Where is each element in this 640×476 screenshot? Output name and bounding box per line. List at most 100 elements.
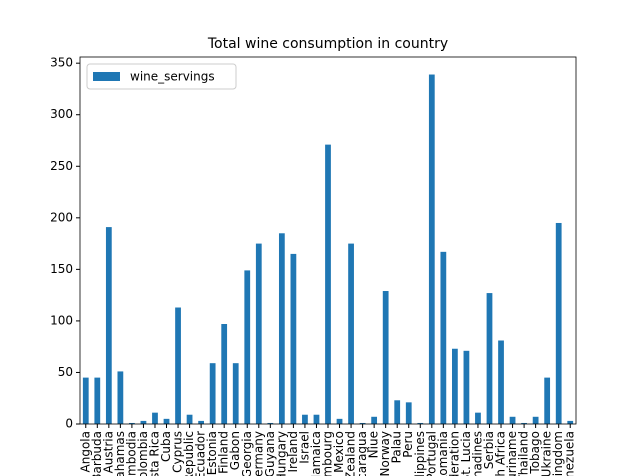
plot-frame	[79, 56, 577, 425]
bar	[152, 412, 158, 424]
x-tick-label: Portugal	[424, 431, 438, 476]
y-tick-label: 350	[50, 56, 73, 70]
bar	[278, 233, 285, 424]
bar	[486, 293, 493, 424]
bar	[405, 402, 412, 424]
x-tick-label: Ecuador	[194, 431, 208, 476]
x-tick-label: Colombia	[136, 431, 150, 476]
bar	[417, 422, 424, 424]
bar	[105, 227, 112, 424]
bar	[509, 416, 516, 424]
x-tick-label: Ukraine	[540, 431, 554, 476]
x-tick-label: Gabon	[228, 431, 242, 470]
x-tick-label: South Africa	[494, 431, 508, 476]
y-tick-label: 300	[50, 107, 73, 121]
x-tick-label: Palau	[390, 431, 404, 463]
bar	[255, 243, 262, 424]
x-tick-label: United Kingdom	[551, 431, 565, 476]
bar	[348, 243, 354, 424]
x-tick-label: Hungary	[274, 431, 288, 476]
x-tick-label: Peru	[401, 431, 415, 458]
bar	[498, 340, 504, 424]
x-tick-label: Luxembourg	[321, 431, 335, 476]
bar	[428, 74, 435, 425]
bar	[175, 307, 181, 424]
bar	[475, 412, 481, 424]
bar	[452, 348, 458, 424]
x-tick-label: Germany	[251, 431, 265, 476]
x-tick-label: Nicaragua	[355, 431, 369, 476]
x-tick-label: Philippines	[413, 431, 427, 476]
x-tick-label: Finland	[217, 431, 231, 474]
bar	[336, 418, 343, 424]
x-tick-label: Jamaica	[309, 431, 323, 476]
bar	[302, 414, 308, 424]
x-tick-label: Cambodia	[124, 431, 138, 476]
x-tick-label: Cuba	[159, 431, 173, 462]
x-tick-label: Thailand	[517, 431, 531, 476]
bar	[117, 371, 124, 424]
legend-box	[86, 63, 237, 90]
x-tick-label: St. Vincent & the Grenadines	[470, 431, 484, 476]
x-tick-label: Mexico	[332, 431, 346, 473]
x-tick-label: Niue	[367, 431, 381, 458]
x-tick-label: St. Lucia	[459, 431, 473, 476]
bar	[313, 414, 320, 424]
x-tick-label: Israel	[297, 431, 311, 464]
bar	[129, 422, 135, 424]
x-tick-label: Russian Federation	[447, 431, 461, 476]
y-tick-label: 200	[50, 210, 73, 224]
bar	[198, 420, 204, 424]
bar	[82, 377, 89, 424]
x-tick-label: Guyana	[263, 431, 277, 476]
x-tick-label: Angola	[78, 431, 92, 472]
x-tick-label: Cyprus	[171, 431, 185, 473]
bar	[290, 253, 297, 424]
x-tick-label: Dominican Republic	[182, 431, 196, 476]
x-tick-label: Ireland	[286, 431, 300, 473]
x-tick-label: Bahamas	[113, 431, 127, 476]
y-tick-label: 50	[58, 365, 73, 379]
bar	[359, 422, 366, 424]
bar	[463, 350, 470, 424]
bar	[532, 416, 539, 424]
bar	[140, 420, 147, 424]
x-tick-label: Austria	[101, 431, 115, 473]
bar	[521, 422, 527, 424]
y-tick-label: 150	[50, 262, 73, 276]
x-tick-label: Venezuela	[563, 431, 577, 476]
bar	[371, 416, 378, 424]
bar	[394, 400, 401, 424]
bar	[440, 251, 447, 424]
legend-swatch	[93, 72, 120, 81]
bar	[94, 377, 101, 424]
legend-label: wine_servings	[130, 70, 215, 84]
x-tick-label: Romania	[436, 431, 450, 476]
y-tick-label: 0	[65, 417, 73, 431]
x-tick-label: Estonia	[205, 431, 219, 475]
chart-title: Total wine consumption in country	[207, 36, 448, 52]
bar	[567, 420, 574, 424]
x-tick-label: Costa Rica	[147, 431, 161, 476]
x-tick-label: Suriname	[505, 431, 519, 476]
bar	[232, 363, 239, 424]
x-tick-label: Serbia	[482, 431, 496, 469]
bar	[209, 363, 216, 424]
y-tick-label: 100	[50, 313, 73, 327]
x-tick-label: Antigua & Barbuda	[90, 431, 104, 476]
bar	[221, 324, 228, 424]
bar	[544, 377, 551, 424]
bar	[325, 144, 331, 424]
bar	[382, 291, 389, 424]
x-tick-label: New Zealand	[344, 431, 358, 476]
bar	[555, 222, 562, 424]
bar	[163, 418, 170, 424]
y-tick-label: 250	[50, 159, 73, 173]
bar	[267, 422, 274, 424]
x-tick-label: Trinidad & Tobago	[528, 431, 542, 476]
x-tick-label: Georgia	[240, 431, 254, 476]
bar	[244, 270, 251, 424]
x-tick-label: Norway	[378, 431, 392, 476]
bar	[186, 414, 193, 424]
